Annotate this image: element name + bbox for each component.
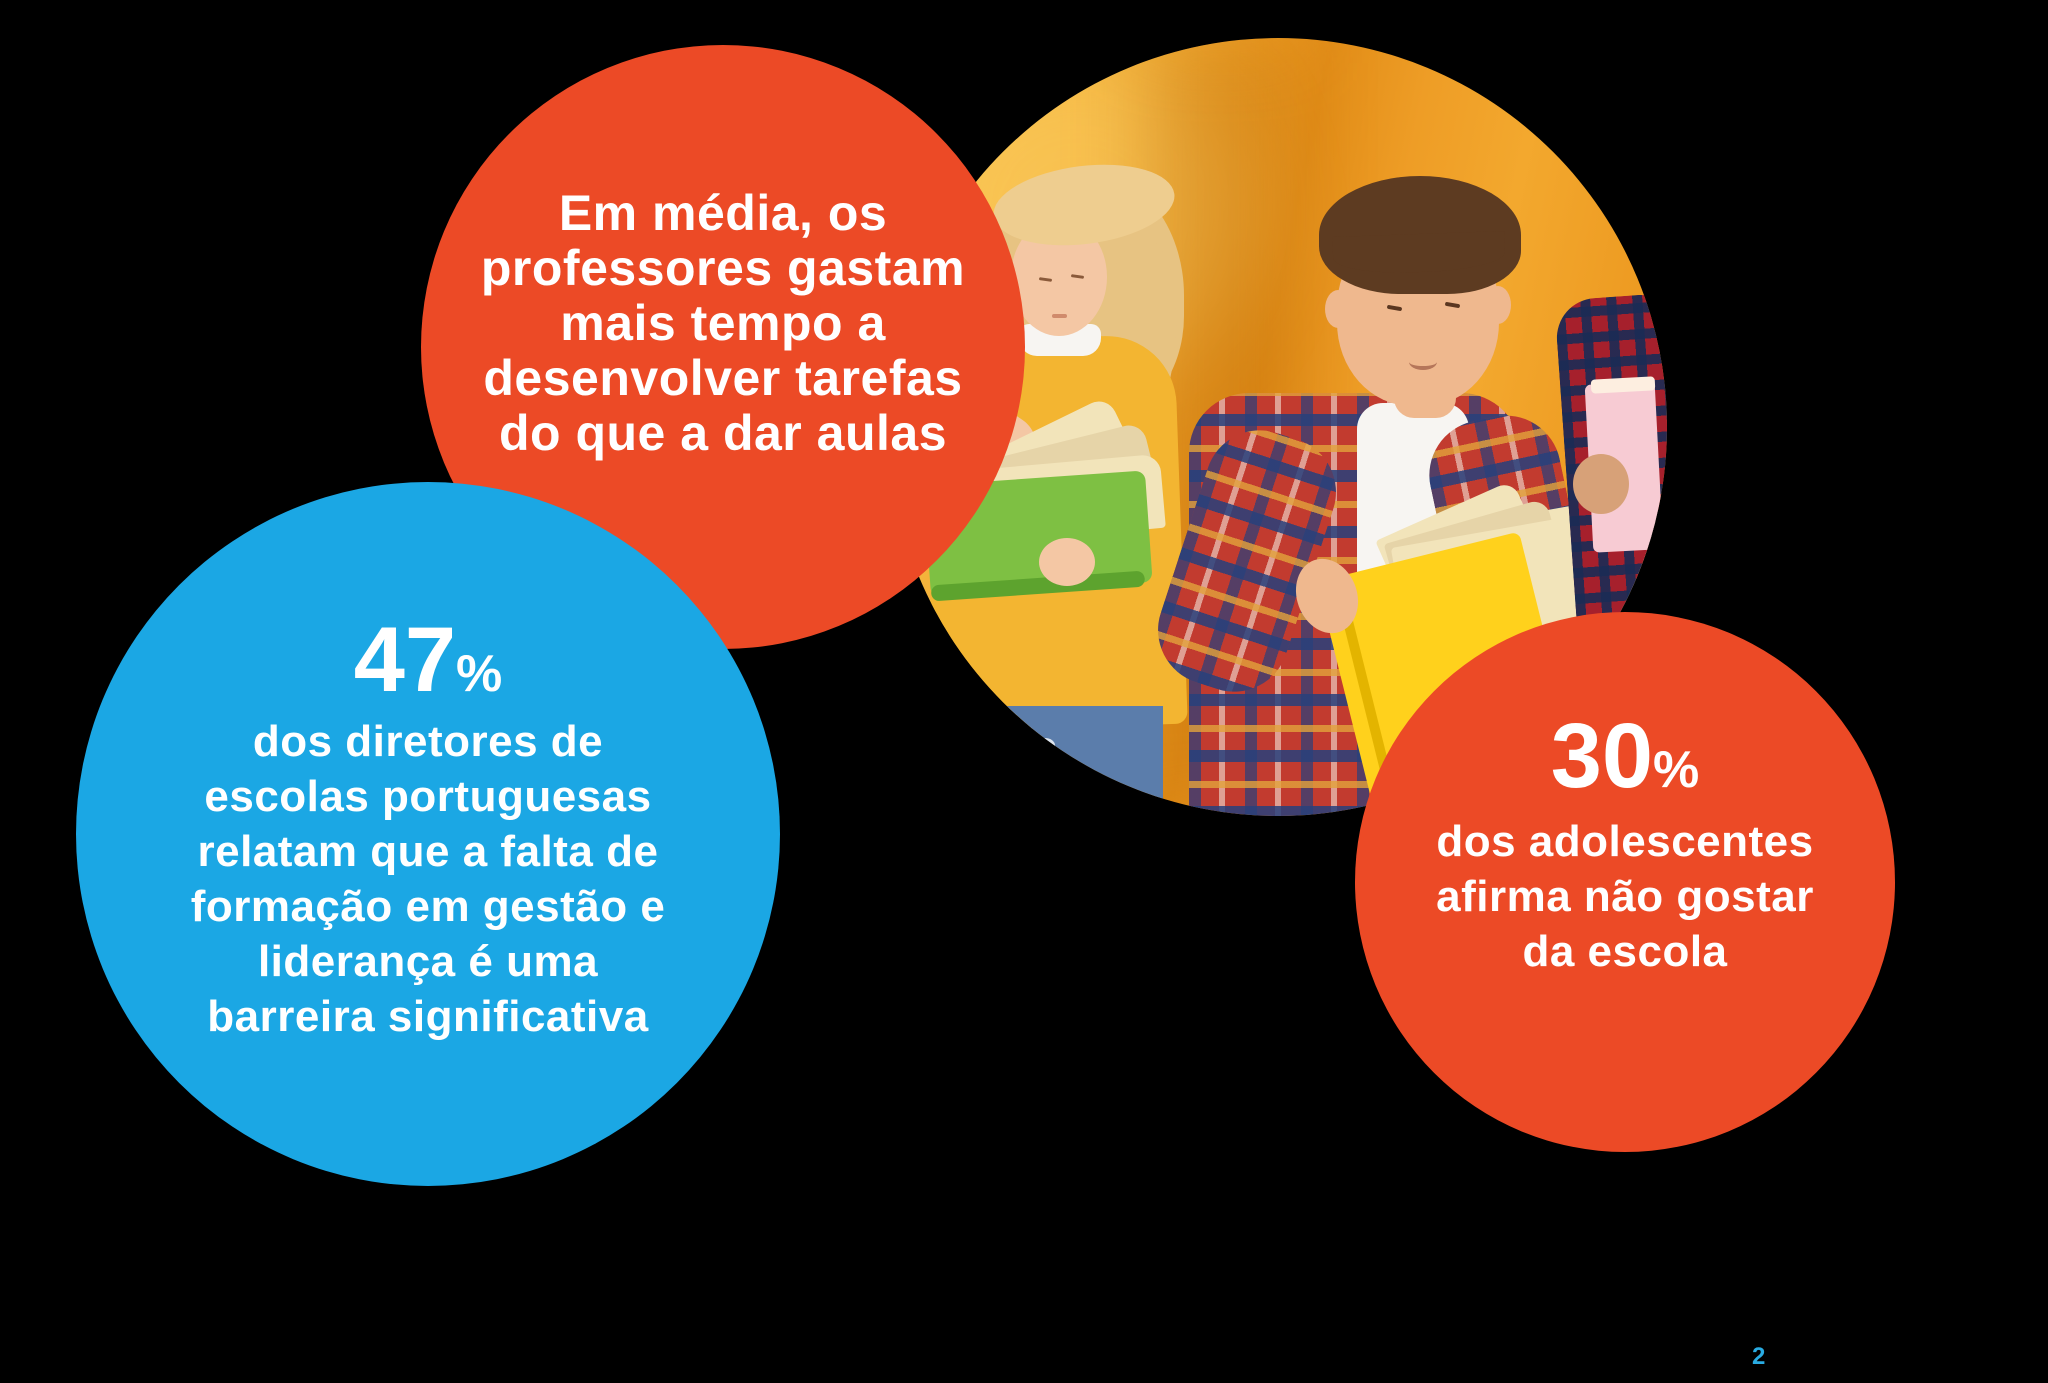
stat-line: afirma não gostar: [1436, 872, 1814, 921]
stat-line: formação em gestão e: [190, 882, 666, 931]
girl-jeans: [951, 706, 1163, 816]
stat-text-teachers: Em média, os professores gastam mais tem…: [421, 186, 1025, 461]
stat-text-directors: dos diretores de escolas portuguesas rel…: [76, 714, 780, 1044]
stat-line: professores gastam: [480, 240, 966, 296]
stat-line: mais tempo a: [560, 295, 886, 351]
stat-line: da escola: [1522, 927, 1728, 976]
stat-bubble-adolescents: 30% dos adolescentes afirma não gostar d…: [1355, 612, 1895, 1152]
stat-line: escolas portuguesas: [204, 772, 652, 821]
stat-line: do que a dar aulas: [498, 405, 947, 461]
percent-sign: %: [1653, 741, 1700, 799]
stat-text-adolescents: dos adolescentes afirma não gostar da es…: [1355, 814, 1895, 979]
stat-line: relatam que a falta de: [197, 827, 659, 876]
stat-line: dos diretores de: [252, 717, 604, 766]
stat-number-47: 47%: [76, 614, 780, 720]
boy-mouth: [1409, 354, 1437, 370]
stat-bubble-directors: 47% dos diretores de escolas portuguesas…: [76, 482, 780, 1186]
stat-line: barreira significativa: [207, 992, 649, 1041]
third-child-hand: [1573, 454, 1629, 514]
stat-value: 30: [1550, 705, 1654, 807]
girl-jeans-patch: [1029, 738, 1055, 756]
stat-number-30: 30%: [1355, 710, 1895, 816]
stat-line: Em média, os: [558, 185, 888, 241]
stat-line: liderança é uma: [257, 937, 599, 986]
stat-value: 47: [353, 609, 457, 711]
girl-mouth: [1052, 314, 1067, 318]
stat-line: desenvolver tarefas: [483, 350, 963, 406]
page-number: 2: [1752, 1343, 1766, 1370]
stat-line: dos adolescentes: [1436, 817, 1814, 866]
girl-hand: [1039, 538, 1095, 586]
percent-sign: %: [456, 645, 503, 703]
